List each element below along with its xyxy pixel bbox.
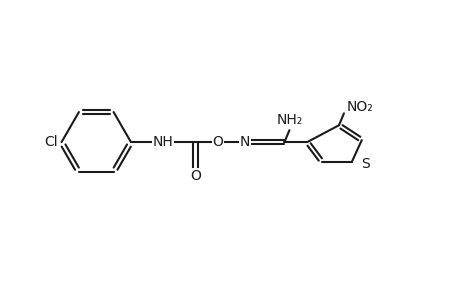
Text: NH₂: NH₂ — [276, 113, 302, 127]
Text: O: O — [212, 135, 223, 149]
Text: N: N — [239, 135, 250, 149]
Text: NO₂: NO₂ — [346, 100, 373, 114]
Text: O: O — [190, 169, 200, 183]
Text: Cl: Cl — [44, 135, 57, 149]
Text: S: S — [360, 157, 369, 171]
Text: NH: NH — [152, 135, 173, 149]
